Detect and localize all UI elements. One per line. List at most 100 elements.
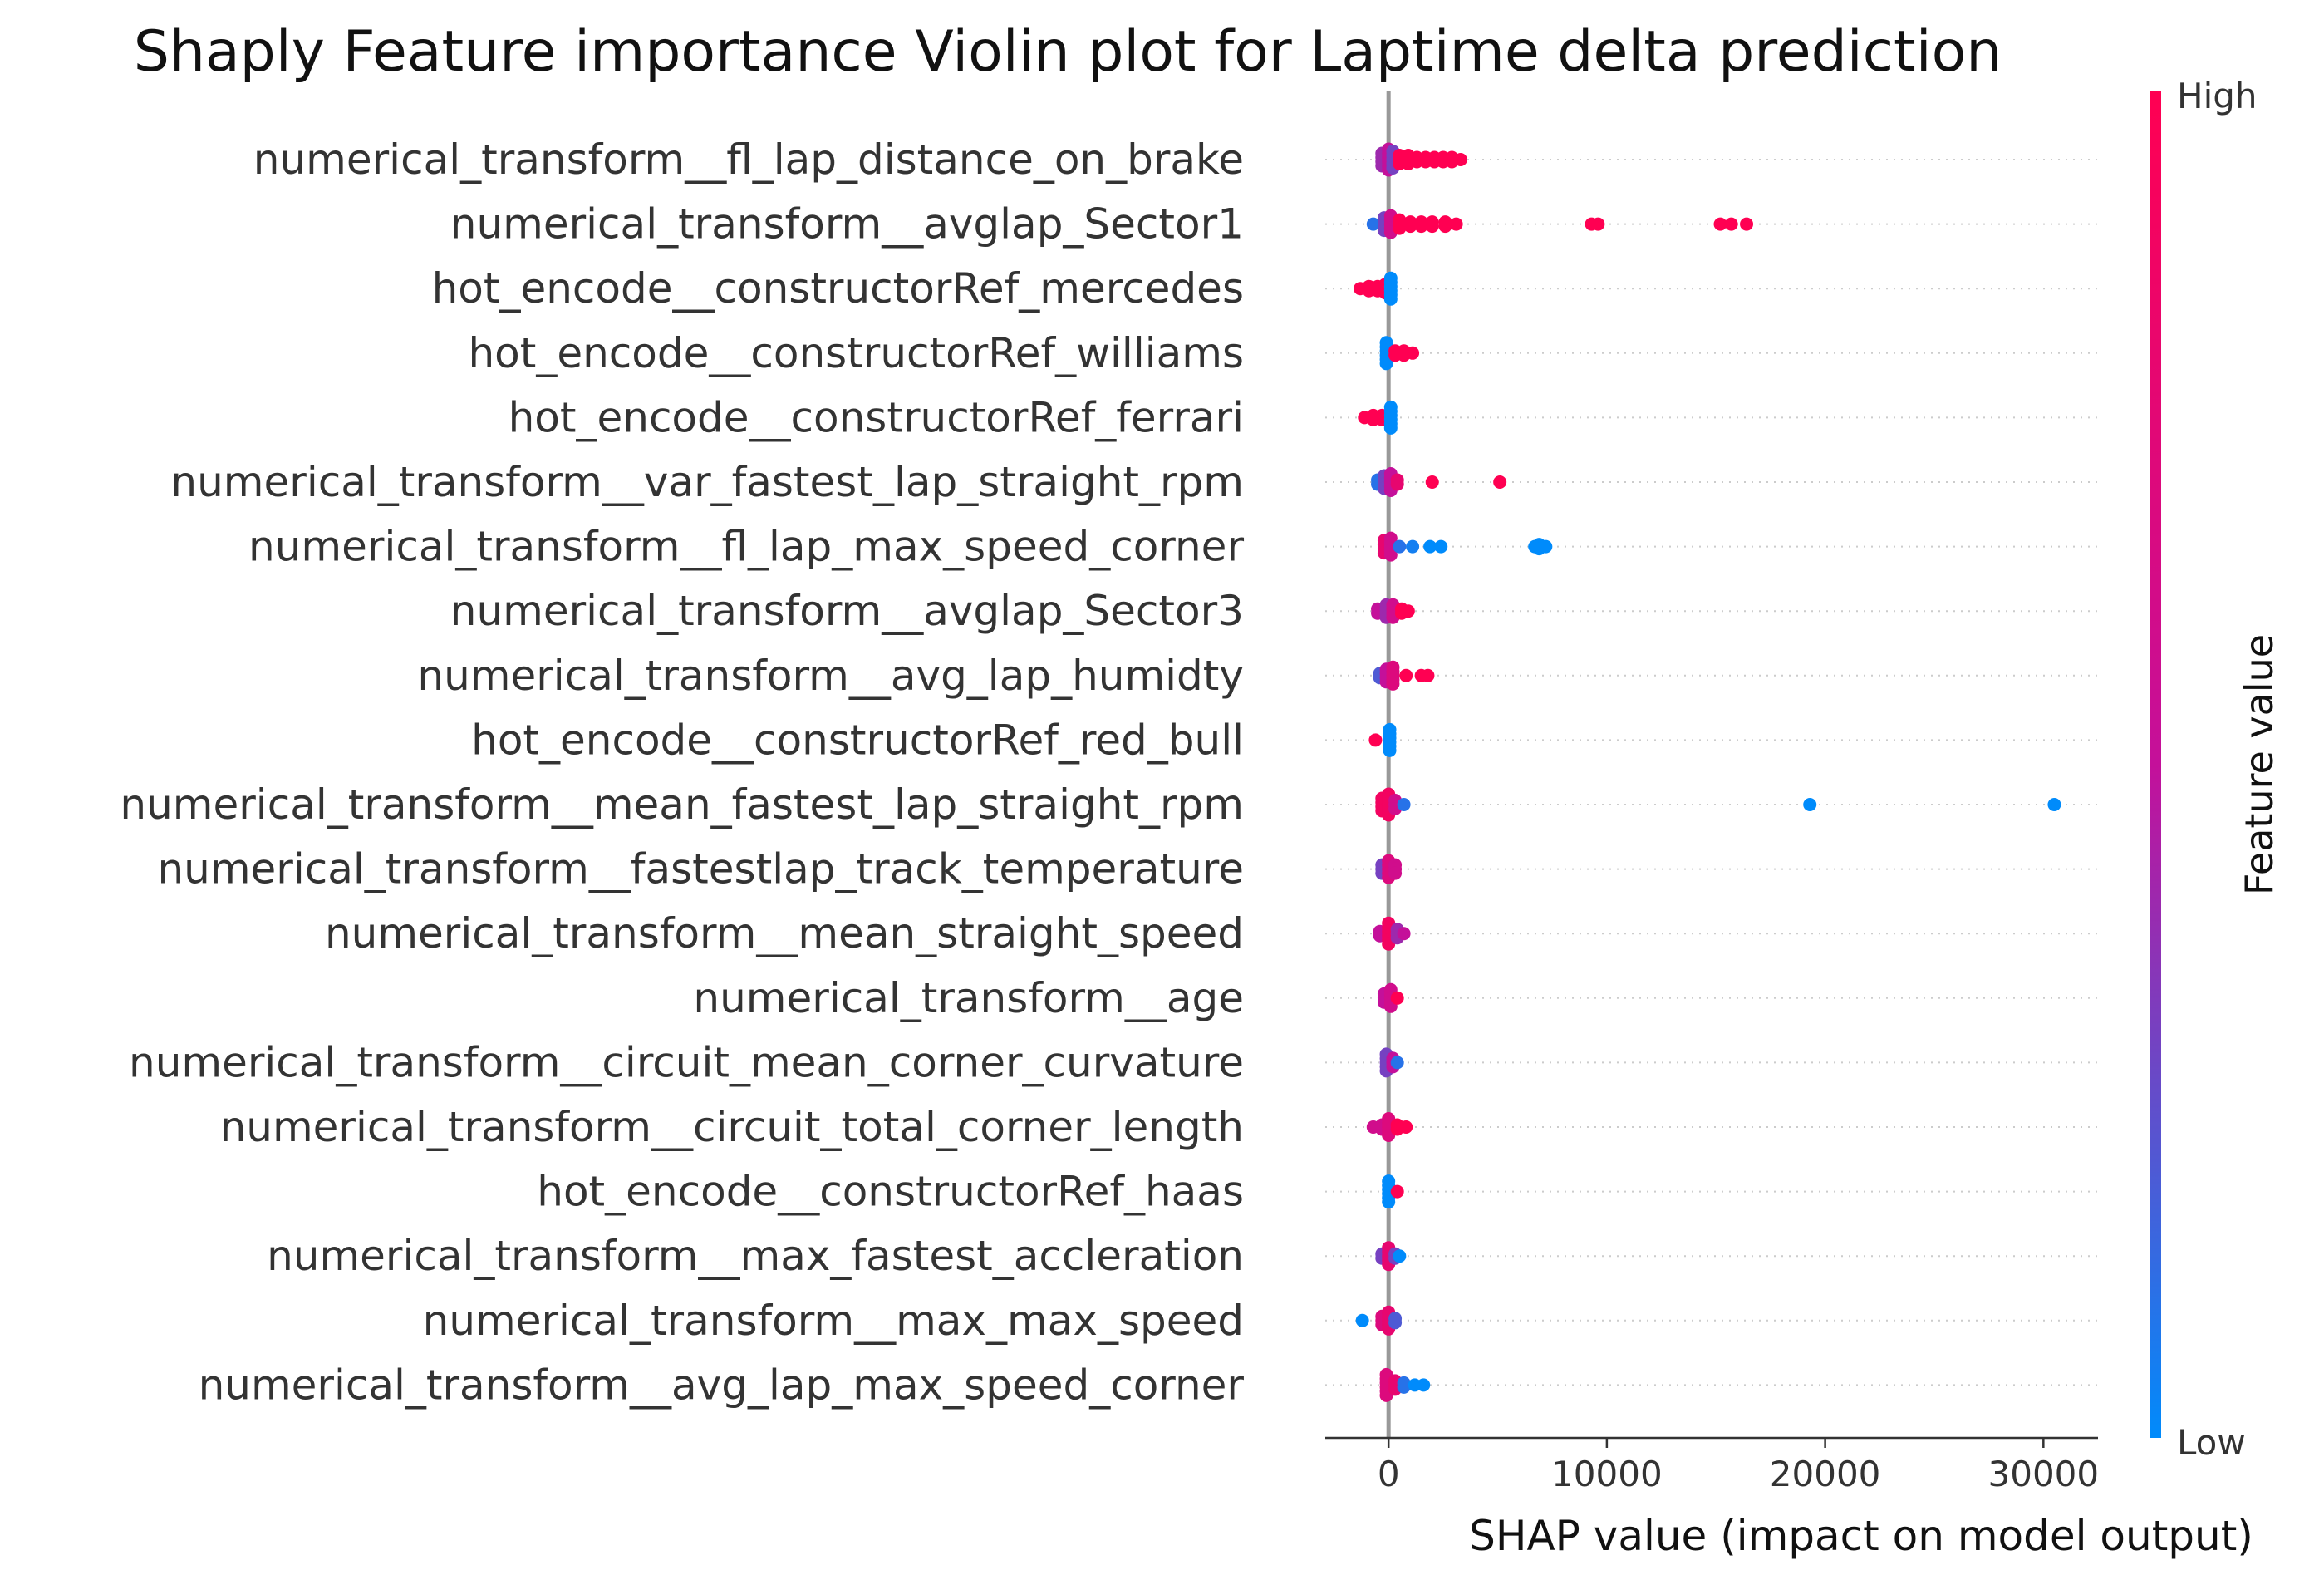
data-point (1414, 219, 1428, 234)
data-point (1390, 477, 1404, 491)
data-point (1425, 219, 1439, 234)
x-axis-label: SHAP value (impact on model output) (1469, 1512, 2253, 1560)
data-point (1425, 475, 1439, 489)
feature-label: numerical_transform__mean_straight_speed (325, 909, 1244, 957)
data-point (1393, 539, 1407, 554)
data-point (1406, 539, 1420, 554)
data-point (1383, 292, 1398, 306)
data-point (1399, 1120, 1413, 1134)
data-point (1399, 668, 1413, 682)
feature-row (1373, 916, 1411, 951)
feature-row (1368, 722, 1397, 757)
feature-label: numerical_transform__avglap_Sector3 (450, 587, 1244, 635)
feature-label: numerical_transform__fl_lap_max_speed_co… (248, 523, 1244, 571)
data-point (1393, 221, 1407, 235)
chart-title: Shaply Feature importance Violin plot fo… (134, 19, 2002, 85)
data-point (1388, 866, 1403, 880)
feature-row (1371, 598, 1415, 624)
feature-row (1355, 1305, 1403, 1336)
x-tick-label: 0 (1378, 1454, 1400, 1494)
feature-row (1373, 660, 1435, 691)
feature-row (1379, 1367, 1431, 1402)
data-point (1397, 927, 1411, 941)
data-point (1379, 357, 1393, 371)
feature-row (1366, 1112, 1413, 1142)
feature-label: numerical_transform__fastestlap_track_te… (157, 845, 1244, 893)
x-tick-label: 20000 (1770, 1454, 1881, 1494)
feature-label: numerical_transform__max_max_speed (423, 1297, 1244, 1345)
feature-label: numerical_transform__avg_lap_max_speed_c… (199, 1361, 1245, 1409)
data-point (1386, 677, 1400, 691)
data-point (1393, 1249, 1407, 1263)
feature-row (1379, 336, 1420, 371)
colorbar-low-label: Low (2177, 1422, 2246, 1463)
data-point (1403, 219, 1417, 234)
data-point (1713, 217, 1727, 231)
feature-label: numerical_transform__mean_fastest_lap_st… (120, 780, 1244, 829)
feature-label: numerical_transform__circuit_mean_corner… (129, 1038, 1244, 1086)
feature-row (1375, 854, 1403, 884)
x-ticks: 0 10000 20000 30000 (1378, 1438, 2099, 1494)
feature-row (1375, 1241, 1407, 1272)
feature-label: hot_encode__constructorRef_red_bull (471, 716, 1244, 764)
feature-row (1366, 209, 1754, 239)
colorbar: High Low Feature value (2150, 76, 2282, 1463)
data-point (1539, 539, 1553, 554)
data-point (1390, 991, 1404, 1005)
data-point (1453, 153, 1467, 166)
feature-row (1371, 467, 1507, 497)
data-point (1417, 1378, 1431, 1392)
data-point (1383, 421, 1398, 435)
data-point (1368, 733, 1383, 747)
feature-labels: numerical_transform__fl_lap_distance_on_… (120, 135, 1244, 1409)
feature-row (1377, 982, 1404, 1013)
feature-row (1375, 142, 1467, 177)
data-point (1493, 475, 1507, 489)
feature-label: numerical_transform__avg_lap_humidty (417, 652, 1244, 700)
data-point (1390, 1056, 1404, 1070)
feature-label: hot_encode__constructorRef_haas (537, 1168, 1244, 1216)
x-tick-label: 10000 (1551, 1454, 1663, 1494)
feature-row (1375, 787, 2061, 822)
feature-label: numerical_transform__var_fastest_lap_str… (170, 458, 1244, 506)
data-point (1406, 346, 1420, 360)
data-point (1803, 798, 1817, 811)
feature-label: hot_encode__constructorRef_ferrari (509, 393, 1244, 441)
data-point (1438, 219, 1452, 234)
data-point (1401, 604, 1415, 618)
feature-label: numerical_transform__max_fastest_acclera… (267, 1232, 1244, 1280)
data-point (1724, 217, 1738, 231)
feature-row (1379, 1047, 1404, 1078)
data-point (1383, 548, 1398, 562)
feature-row (1377, 531, 1553, 562)
data-point (1383, 743, 1397, 757)
data-point (2047, 798, 2061, 811)
colorbar-gradient (2150, 91, 2161, 1438)
data-point (1434, 539, 1448, 554)
feature-row (1382, 1174, 1404, 1209)
data-point (1423, 539, 1437, 554)
grid-lines (1325, 159, 2098, 1386)
feature-label: numerical_transform__age (693, 974, 1244, 1022)
colorbar-high-label: High (2177, 76, 2258, 116)
feature-row (1354, 271, 1398, 306)
data-point (1355, 1313, 1369, 1327)
feature-label: hot_encode__constructorRef_williams (468, 329, 1244, 377)
data-point (1390, 1184, 1404, 1199)
data-point (1449, 217, 1463, 231)
data-point (1397, 798, 1411, 811)
x-axis: 0 10000 20000 30000 SHAP value (impact on m… (1325, 1436, 2253, 1560)
feature-label: numerical_transform__circuit_total_corne… (220, 1103, 1244, 1151)
data-points (1354, 142, 2061, 1402)
data-point (1382, 1195, 1396, 1209)
data-point (1740, 217, 1754, 231)
feature-row (1358, 400, 1398, 435)
data-point (1421, 668, 1435, 682)
data-point (1366, 217, 1380, 231)
feature-label: hot_encode__constructorRef_mercedes (432, 264, 1244, 313)
colorbar-title: Feature value (2237, 634, 2282, 895)
x-tick-label: 30000 (1988, 1454, 2100, 1494)
feature-label: numerical_transform__avglap_Sector1 (450, 200, 1244, 249)
data-point (1591, 217, 1605, 231)
